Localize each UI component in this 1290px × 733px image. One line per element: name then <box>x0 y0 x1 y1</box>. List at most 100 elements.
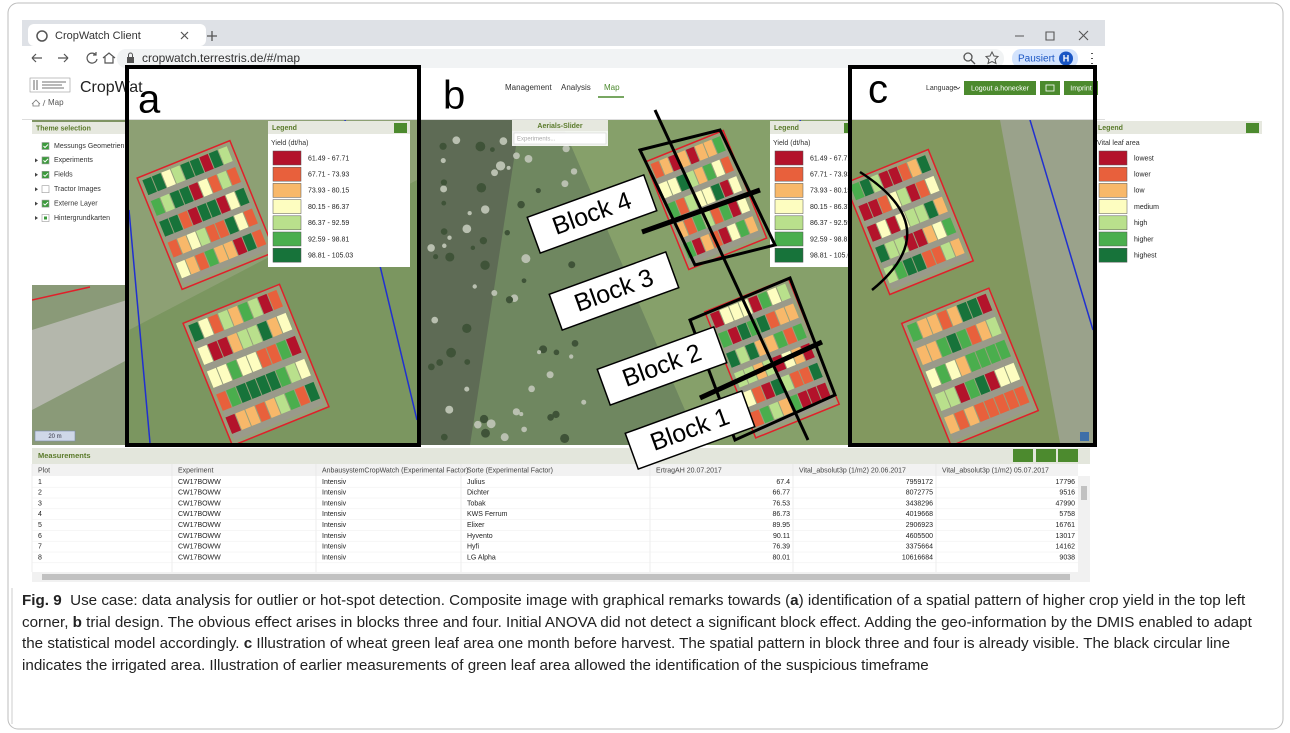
legend-swatch <box>1098 199 1128 214</box>
tree <box>506 165 511 170</box>
panel-a-box <box>125 65 421 447</box>
nav-item[interactable]: Analysis <box>561 83 591 92</box>
plot <box>1003 389 1020 410</box>
checkbox[interactable] <box>41 185 50 193</box>
checkbox[interactable] <box>41 142 50 150</box>
table-cell: Intensiv <box>322 500 347 507</box>
left-map-road <box>32 300 127 410</box>
tree <box>504 229 510 236</box>
tree <box>521 278 527 284</box>
new-tab[interactable] <box>207 31 217 41</box>
url-box[interactable] <box>117 49 1004 68</box>
plot <box>159 218 174 237</box>
info-button[interactable] <box>1080 432 1089 441</box>
checkbox[interactable] <box>41 171 50 179</box>
field-outline <box>136 139 276 291</box>
table-button[interactable] <box>1058 449 1078 462</box>
legend-button[interactable] <box>1246 123 1259 133</box>
plot <box>973 401 990 423</box>
tree <box>467 210 472 216</box>
plot <box>925 367 942 389</box>
expander[interactable] <box>35 158 38 163</box>
tree <box>464 359 471 365</box>
plot <box>234 187 250 207</box>
plot <box>692 213 707 232</box>
legend-swatch <box>1098 150 1128 166</box>
plot <box>875 244 890 263</box>
plot <box>964 405 980 427</box>
tree <box>581 399 587 405</box>
table-cell: Hyvento <box>467 533 493 540</box>
measurements-header <box>32 448 1090 464</box>
plot <box>760 381 776 400</box>
plot <box>237 328 253 350</box>
h-scroll-thumb[interactable] <box>42 574 1070 580</box>
plot <box>985 343 1002 365</box>
alley <box>194 306 287 349</box>
icon-button[interactable] <box>1040 81 1060 95</box>
column-header: Vital_absolut3p (1/m2) 20.06.2017 <box>799 467 906 474</box>
checkbox[interactable] <box>41 199 50 208</box>
plot <box>186 231 202 250</box>
plot <box>285 362 302 384</box>
legend-swatch <box>774 247 804 263</box>
left-map-red <box>32 286 91 301</box>
expander[interactable] <box>35 201 38 206</box>
language[interactable]: Language <box>926 85 957 92</box>
frame <box>7 2 1284 730</box>
plot <box>700 233 715 252</box>
expander[interactable] <box>35 216 38 220</box>
tree <box>491 169 498 177</box>
plot <box>710 310 725 329</box>
brand: CropWat <box>80 79 143 96</box>
expander[interactable] <box>35 187 38 192</box>
imprint-button[interactable] <box>1064 81 1098 95</box>
checkbox[interactable] <box>41 156 50 165</box>
panel-letter: a <box>138 78 161 122</box>
plot <box>852 181 865 201</box>
table-button[interactable] <box>1036 449 1056 462</box>
nav-item[interactable]: Map <box>604 83 620 92</box>
legend-label: 67.71 - 73.93 <box>810 172 851 179</box>
plot <box>1004 362 1021 383</box>
column-header: ErtragAH 20.07.2017 <box>656 467 722 474</box>
expander[interactable] <box>35 172 38 177</box>
alley <box>950 401 1034 441</box>
trial-field <box>182 283 330 443</box>
tree <box>519 412 524 417</box>
plot <box>712 136 726 154</box>
v-scroll-thumb[interactable] <box>1081 486 1087 500</box>
legend-swatch <box>774 166 804 182</box>
legend-label: higher <box>1134 236 1154 243</box>
plot <box>150 197 166 217</box>
table-cell: Intensiv <box>322 522 347 529</box>
slider-input[interactable] <box>513 132 607 145</box>
tab[interactable] <box>28 24 206 46</box>
tab-title: CropWatch Client <box>55 30 141 42</box>
plot <box>198 317 214 339</box>
plot <box>227 305 244 327</box>
caption-text: a <box>790 592 799 609</box>
plot <box>198 178 213 197</box>
table-button[interactable] <box>1013 449 1033 462</box>
table-cell: KWS Ferrum <box>467 511 508 518</box>
tree <box>427 363 435 371</box>
plot <box>966 297 983 319</box>
table-cell: 9038 <box>1059 554 1075 561</box>
plot <box>936 336 952 358</box>
plot <box>217 309 234 331</box>
logo <box>29 77 71 93</box>
alley <box>156 181 245 222</box>
theme-item: Experiments <box>54 157 93 164</box>
logout-button[interactable] <box>964 81 1036 95</box>
theme-item: Fields <box>54 172 73 179</box>
plot <box>885 215 901 235</box>
scale-label: 20 m <box>48 434 61 440</box>
legend-button[interactable] <box>844 123 857 133</box>
plot <box>914 204 929 223</box>
legend-label: lowest <box>1134 155 1154 162</box>
table-cell: 5758 <box>1059 511 1075 518</box>
nav-item[interactable]: Management <box>505 83 552 92</box>
plot <box>659 157 674 176</box>
legend-button[interactable] <box>394 123 407 133</box>
